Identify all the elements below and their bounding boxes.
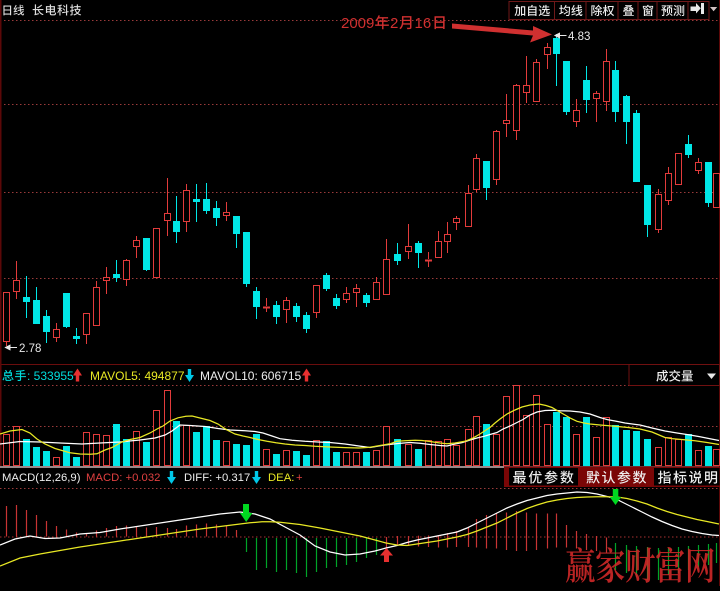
- svg-text:+: +: [296, 472, 303, 484]
- svg-text:2.78: 2.78: [19, 343, 41, 355]
- svg-text:MAVOL5: 494877: MAVOL5: 494877: [90, 369, 185, 383]
- svg-text:MACD(12,26,9): MACD(12,26,9): [2, 472, 81, 484]
- svg-text:MAVOL10: 606715: MAVOL10: 606715: [200, 369, 302, 383]
- svg-text:: 533955: : 533955: [27, 369, 74, 383]
- svg-text:2: 2: [390, 15, 398, 32]
- svg-text:2009: 2009: [341, 15, 374, 32]
- svg-text:4.83: 4.83: [568, 31, 590, 43]
- svg-text:DEA:: DEA:: [268, 472, 294, 484]
- svg-text:MACD: +0.032: MACD: +0.032: [86, 472, 160, 484]
- svg-text:16: 16: [415, 15, 432, 32]
- svg-text:DIFF: +0.317: DIFF: +0.317: [184, 472, 250, 484]
